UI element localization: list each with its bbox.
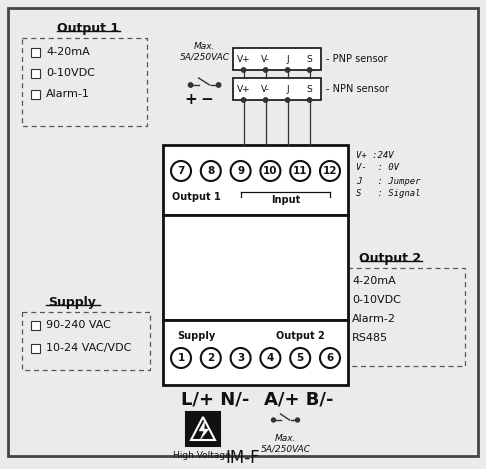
- Circle shape: [230, 348, 251, 368]
- Text: Supply: Supply: [177, 331, 215, 341]
- Text: V+: V+: [237, 84, 250, 93]
- Bar: [338, 296, 347, 305]
- Bar: [163, 145, 348, 215]
- Circle shape: [171, 348, 191, 368]
- Text: Max.
5A/250VAC: Max. 5A/250VAC: [180, 42, 229, 62]
- Bar: [338, 277, 347, 286]
- Circle shape: [320, 348, 340, 368]
- Circle shape: [242, 68, 246, 72]
- Text: J: J: [286, 54, 289, 63]
- Circle shape: [260, 348, 280, 368]
- Circle shape: [201, 348, 221, 368]
- Text: J: J: [286, 84, 289, 93]
- Text: 4-20mA: 4-20mA: [352, 276, 396, 286]
- Text: S   : Signal: S : Signal: [356, 189, 420, 198]
- Text: 9: 9: [237, 166, 244, 176]
- Text: 10: 10: [263, 166, 278, 176]
- Bar: [163, 320, 348, 385]
- Bar: [163, 215, 348, 320]
- Circle shape: [216, 83, 221, 87]
- Text: V+: V+: [237, 54, 250, 63]
- Text: 6: 6: [327, 353, 333, 363]
- Text: 1: 1: [177, 353, 185, 363]
- Text: V-: V-: [261, 84, 270, 93]
- Text: Input: Input: [271, 195, 300, 205]
- Text: J   : Jumper: J : Jumper: [356, 176, 420, 186]
- Bar: [31, 321, 40, 330]
- Circle shape: [320, 161, 340, 181]
- Bar: [31, 48, 40, 57]
- Circle shape: [308, 98, 312, 102]
- Text: V-  : 0V: V- : 0V: [356, 164, 399, 173]
- Text: L/+ N/-: L/+ N/-: [181, 390, 249, 408]
- Circle shape: [171, 161, 191, 181]
- Circle shape: [295, 418, 299, 422]
- Text: 0-10VDC: 0-10VDC: [352, 295, 401, 305]
- Bar: [22, 312, 150, 370]
- Text: 0-10VDC: 0-10VDC: [46, 68, 95, 78]
- Text: - PNP sensor: - PNP sensor: [326, 54, 387, 64]
- Text: Output 2: Output 2: [359, 252, 421, 265]
- Text: S: S: [307, 54, 312, 63]
- Text: 4: 4: [267, 353, 274, 363]
- Polygon shape: [199, 420, 209, 440]
- Circle shape: [272, 418, 276, 422]
- Text: 90-240 VAC: 90-240 VAC: [46, 320, 111, 330]
- Text: 5: 5: [296, 353, 304, 363]
- Text: Output 1: Output 1: [57, 22, 119, 35]
- Bar: [31, 344, 40, 353]
- Text: 8: 8: [207, 166, 214, 176]
- Text: Supply: Supply: [48, 296, 96, 309]
- Text: 10-24 VAC/VDC: 10-24 VAC/VDC: [46, 343, 131, 353]
- Bar: [338, 315, 347, 324]
- Text: 4-20mA: 4-20mA: [46, 47, 90, 57]
- Bar: [338, 334, 347, 343]
- Text: High Voltage.: High Voltage.: [173, 451, 233, 460]
- Text: A/+ B/-: A/+ B/-: [263, 390, 333, 408]
- Text: V-: V-: [261, 54, 270, 63]
- Text: Output 1: Output 1: [172, 192, 220, 202]
- Circle shape: [285, 98, 290, 102]
- Text: 3: 3: [237, 353, 244, 363]
- Circle shape: [263, 98, 268, 102]
- Text: RS485: RS485: [352, 333, 388, 343]
- Text: - NPN sensor: - NPN sensor: [326, 84, 388, 94]
- Text: Alarm-1: Alarm-1: [46, 89, 90, 99]
- Text: Max.
5A/250VAC: Max. 5A/250VAC: [260, 434, 311, 454]
- Text: Output 2: Output 2: [276, 331, 325, 341]
- Bar: [330, 268, 465, 366]
- Bar: [186, 412, 220, 446]
- Circle shape: [230, 161, 251, 181]
- Text: 7: 7: [177, 166, 185, 176]
- Circle shape: [290, 161, 310, 181]
- Circle shape: [189, 83, 193, 87]
- Bar: [233, 78, 321, 100]
- Circle shape: [260, 161, 280, 181]
- Text: 11: 11: [293, 166, 308, 176]
- Bar: [233, 48, 321, 70]
- Text: −: −: [200, 92, 213, 107]
- Circle shape: [242, 98, 246, 102]
- Text: V+ :24V: V+ :24V: [356, 151, 394, 159]
- Bar: [31, 69, 40, 78]
- Circle shape: [308, 68, 312, 72]
- Text: Alarm-2: Alarm-2: [352, 314, 396, 324]
- Text: 12: 12: [323, 166, 337, 176]
- Bar: [31, 90, 40, 99]
- Text: IM-F: IM-F: [226, 449, 260, 467]
- Circle shape: [263, 68, 268, 72]
- Circle shape: [285, 68, 290, 72]
- Text: S: S: [307, 84, 312, 93]
- Circle shape: [201, 161, 221, 181]
- Text: +: +: [184, 92, 197, 107]
- Circle shape: [290, 348, 310, 368]
- Text: 2: 2: [207, 353, 214, 363]
- Bar: [22, 38, 147, 126]
